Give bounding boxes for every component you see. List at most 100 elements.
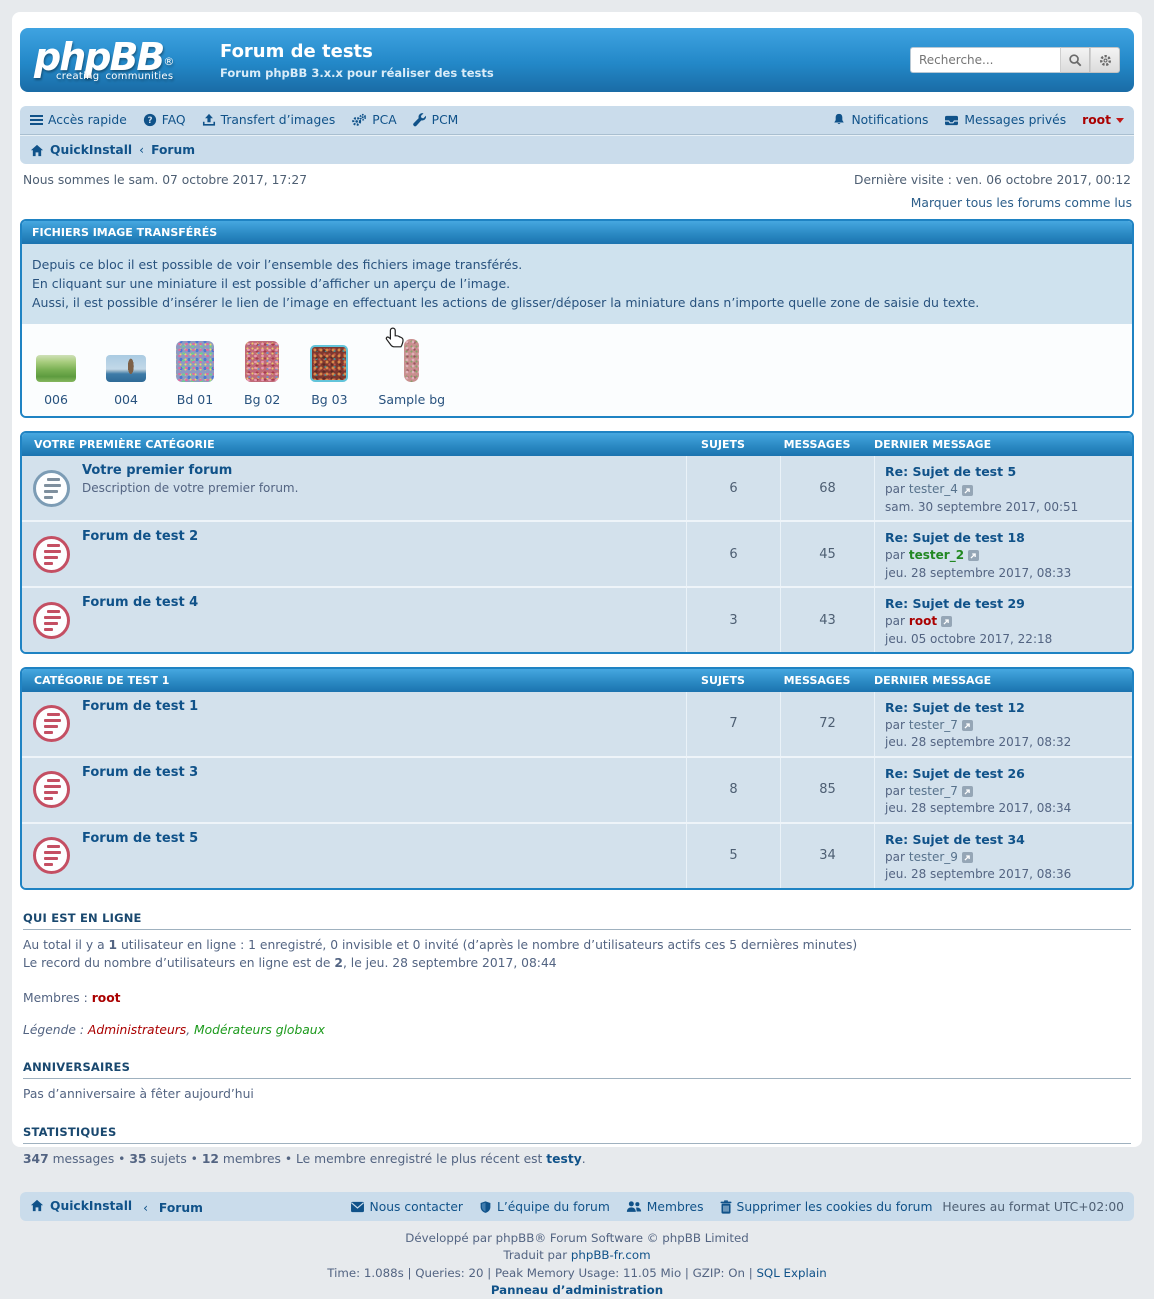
last-post-author-link[interactable]: tester_7: [908, 718, 958, 733]
legend-administrators-link[interactable]: Administrateurs: [87, 1023, 187, 1037]
last-post-subject-link[interactable]: Re: Sujet de test 29: [885, 596, 1025, 612]
nav-faq[interactable]: ? FAQ: [143, 113, 186, 127]
nav-image-upload[interactable]: Transfert d’images: [202, 113, 335, 127]
last-post-subject-link[interactable]: Re: Sujet de test 18: [885, 530, 1025, 546]
inbox-icon: [944, 114, 959, 127]
footer-delete-cookies-link[interactable]: Supprimer les cookies du forum: [720, 1200, 932, 1214]
goto-last-post-icon[interactable]: [961, 484, 973, 496]
nav-pca[interactable]: PCA: [351, 113, 397, 127]
last-post-author-link[interactable]: tester_9: [908, 849, 958, 864]
topic-count: 6: [686, 522, 780, 587]
current-datetime: Nous sommes le sam. 07 octobre 2017, 17:…: [23, 173, 308, 187]
thumbnail-bg03[interactable]: Bg 03: [310, 345, 349, 407]
goto-last-post-icon[interactable]: [961, 852, 973, 864]
forum-title-link[interactable]: Forum de test 3: [82, 764, 199, 780]
thumbnail-label: Bd 01: [176, 392, 214, 408]
search-input[interactable]: [910, 47, 1060, 73]
user-menu[interactable]: root: [1082, 113, 1124, 127]
search-button[interactable]: [1060, 47, 1090, 73]
online-legend: Légende : Administrateurs, Modérateurs g…: [23, 1023, 325, 1037]
sql-explain-link[interactable]: SQL Explain: [756, 1265, 827, 1280]
thumbnail-image-sample-strip[interactable]: [404, 339, 420, 383]
last-post-cell: Re: Sujet de test 5 par tester_4 sam. 30 …: [874, 456, 1132, 521]
thumbnail-image-monument[interactable]: [106, 355, 146, 383]
page-wrapper: phpBB® creating communities Forum de test…: [12, 12, 1142, 1297]
category-title: CATÉGORIE DE TEST 1: [34, 673, 170, 687]
phpbb-fr-link[interactable]: phpBB-fr.com: [570, 1248, 651, 1263]
breadcrumb-forum[interactable]: Forum: [151, 143, 196, 157]
last-post-date: jeu. 28 septembre 2017, 08:32: [885, 735, 1072, 750]
thumbnail-image-landscape[interactable]: [36, 355, 76, 383]
goto-last-post-icon[interactable]: [961, 720, 973, 732]
last-post-date: sam. 30 septembre 2017, 00:51: [885, 499, 1079, 514]
logo-tagline-left: creating: [56, 71, 100, 82]
thumbnail-label: 004: [114, 392, 138, 408]
last-post-subject-link[interactable]: Re: Sujet de test 26: [885, 765, 1025, 781]
footer-breadcrumb-home[interactable]: QuickInstall: [30, 1199, 132, 1213]
footer-members-link[interactable]: Membres: [626, 1200, 704, 1214]
footer-team-link[interactable]: L’équipe du forum: [479, 1200, 610, 1214]
search-advanced-button[interactable]: [1090, 47, 1120, 73]
footer-debug-line: Time: 1.088s | Queries: 20 | Peak Memory…: [327, 1265, 827, 1280]
svg-text:?: ?: [147, 116, 152, 126]
breadcrumb-home[interactable]: QuickInstall: [30, 143, 132, 157]
forum-icon-cell: [22, 522, 80, 586]
last-post-author-link[interactable]: root: [908, 614, 938, 629]
goto-last-post-icon[interactable]: [961, 786, 973, 798]
breadcrumb-separator: ‹: [139, 143, 145, 157]
last-post-subject-link[interactable]: Re: Sujet de test 12: [885, 699, 1025, 715]
topic-count: 3: [686, 588, 780, 652]
trash-icon: [720, 1200, 732, 1214]
legend-global-moderators-link[interactable]: Modérateurs globaux: [194, 1023, 325, 1037]
footer-breadcrumb-forum[interactable]: Forum: [158, 1201, 203, 1216]
thumbnail-image-noise-dark[interactable]: [310, 345, 349, 383]
forum-title-link[interactable]: Forum de test 2: [82, 529, 199, 545]
forum-icon-cell: [22, 824, 80, 888]
forum-unread-icon: [32, 535, 70, 573]
thumbnail-bd01[interactable]: Bd 01: [176, 341, 214, 407]
forum-title-link[interactable]: Forum de test 5: [82, 830, 199, 846]
forum-unread-icon: [32, 705, 70, 743]
notices-row: Nous sommes le sam. 07 octobre 2017, 17:…: [23, 173, 1131, 187]
phpbb-logo[interactable]: phpBB® creating communities: [34, 38, 194, 82]
post-count: 45: [780, 522, 874, 587]
admin-panel-link[interactable]: Panneau d’administration: [490, 1282, 664, 1297]
thumbnail-bg02[interactable]: Bg 02: [244, 341, 280, 407]
footer-contact-link[interactable]: Nous contacter: [350, 1200, 463, 1214]
category-header: VOTRE PREMIÈRE CATÉGORIE SUJETS MESSAGES…: [22, 433, 1132, 457]
forum-icon-cell: [22, 456, 80, 520]
search-box: [910, 47, 1120, 73]
uploaded-images-description: Depuis ce bloc il est possible de voir l…: [22, 244, 1132, 325]
topic-count: 6: [686, 456, 780, 521]
last-post-author-link[interactable]: tester_7: [908, 784, 958, 798]
nav-pcm[interactable]: PCM: [412, 113, 458, 127]
goto-last-post-icon[interactable]: [968, 550, 980, 562]
thumbnail-sample-bg[interactable]: Sample bg: [378, 327, 445, 407]
last-post-subject-link[interactable]: Re: Sujet de test 5: [885, 464, 1017, 480]
mark-forums-read-link[interactable]: Marquer tous les forums comme lus: [910, 196, 1132, 210]
site-footer: Développé par phpBB® Forum Software © ph…: [20, 1230, 1134, 1298]
nav-private-messages[interactable]: Messages privés: [944, 113, 1066, 127]
online-member-root-link[interactable]: root: [91, 990, 121, 1005]
gear-icon: [1098, 53, 1113, 68]
goto-last-post-icon[interactable]: [941, 616, 953, 628]
column-header-last-post: DERNIER MESSAGE: [874, 438, 992, 452]
last-post-author-link[interactable]: tester_4: [908, 482, 958, 497]
thumbnail-image-noise-pink[interactable]: [245, 341, 280, 383]
forum-icon-cell: [22, 692, 80, 756]
upload-desc-line1: Depuis ce bloc il est possible de voir l…: [32, 257, 523, 272]
logo-word: phpBB: [34, 35, 165, 79]
thumbnail-004[interactable]: 004: [106, 355, 146, 407]
thumbnail-image-noise-blue[interactable]: [176, 341, 214, 383]
nav-notifications[interactable]: Notifications: [832, 113, 928, 127]
envelope-icon: [350, 1201, 365, 1213]
forum-title-link[interactable]: Forum de test 1: [82, 698, 199, 714]
thumbnail-006[interactable]: 006: [36, 355, 76, 407]
mark-read-line: Marquer tous les forums comme lus: [20, 196, 1134, 210]
forum-title-link[interactable]: Forum de test 4: [82, 595, 199, 611]
nav-quick-links[interactable]: Accès rapide: [30, 113, 127, 127]
forum-title-link[interactable]: Votre premier forum: [82, 463, 233, 479]
post-count: 85: [780, 757, 874, 822]
last-post-subject-link[interactable]: Re: Sujet de test 34: [885, 831, 1025, 847]
last-post-author-link[interactable]: tester_2: [908, 548, 965, 563]
